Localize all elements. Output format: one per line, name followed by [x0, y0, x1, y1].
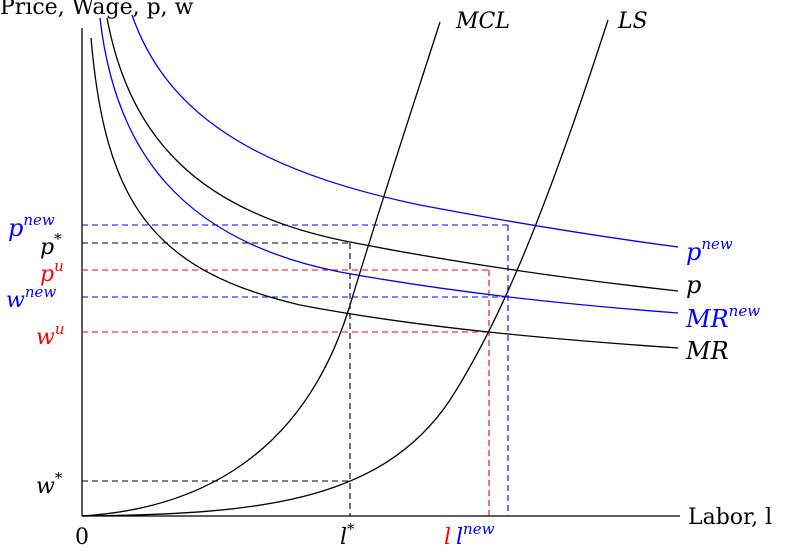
ls-curve [81, 19, 609, 517]
p-new-curve-label: pnew [686, 235, 733, 266]
y-tick-w-star: w* [36, 469, 63, 499]
p-curve [106, 17, 679, 292]
y-tick-w-new: wnew [6, 283, 56, 313]
y-tick-p-u: pu [40, 257, 64, 287]
x-tick-l-new: lnew [456, 520, 495, 550]
mr-curve-label: MR [685, 337, 729, 365]
mr-new-curve [99, 17, 679, 314]
y-tick-p-new: pnew [8, 211, 55, 242]
x-axis-title: Labor, l [688, 505, 772, 530]
x-tick-l-u: l [444, 525, 451, 550]
mr-curve [90, 37, 679, 349]
ls-label: LS [617, 9, 648, 34]
mr-new-curve-label: MRnew [685, 302, 760, 333]
y-tick-p-star: p* [40, 230, 62, 260]
mcl-label: MCL [455, 9, 510, 34]
x-tick-l-star: l* [340, 520, 355, 550]
p-new-curve [131, 14, 679, 248]
p-curve-label: p [686, 271, 701, 299]
y-tick-w-u: wu [36, 320, 65, 350]
y-axis-title: Price, Wage, p, w [0, 0, 194, 20]
origin-label: 0 [75, 525, 89, 550]
mcl-curve [81, 21, 441, 517]
